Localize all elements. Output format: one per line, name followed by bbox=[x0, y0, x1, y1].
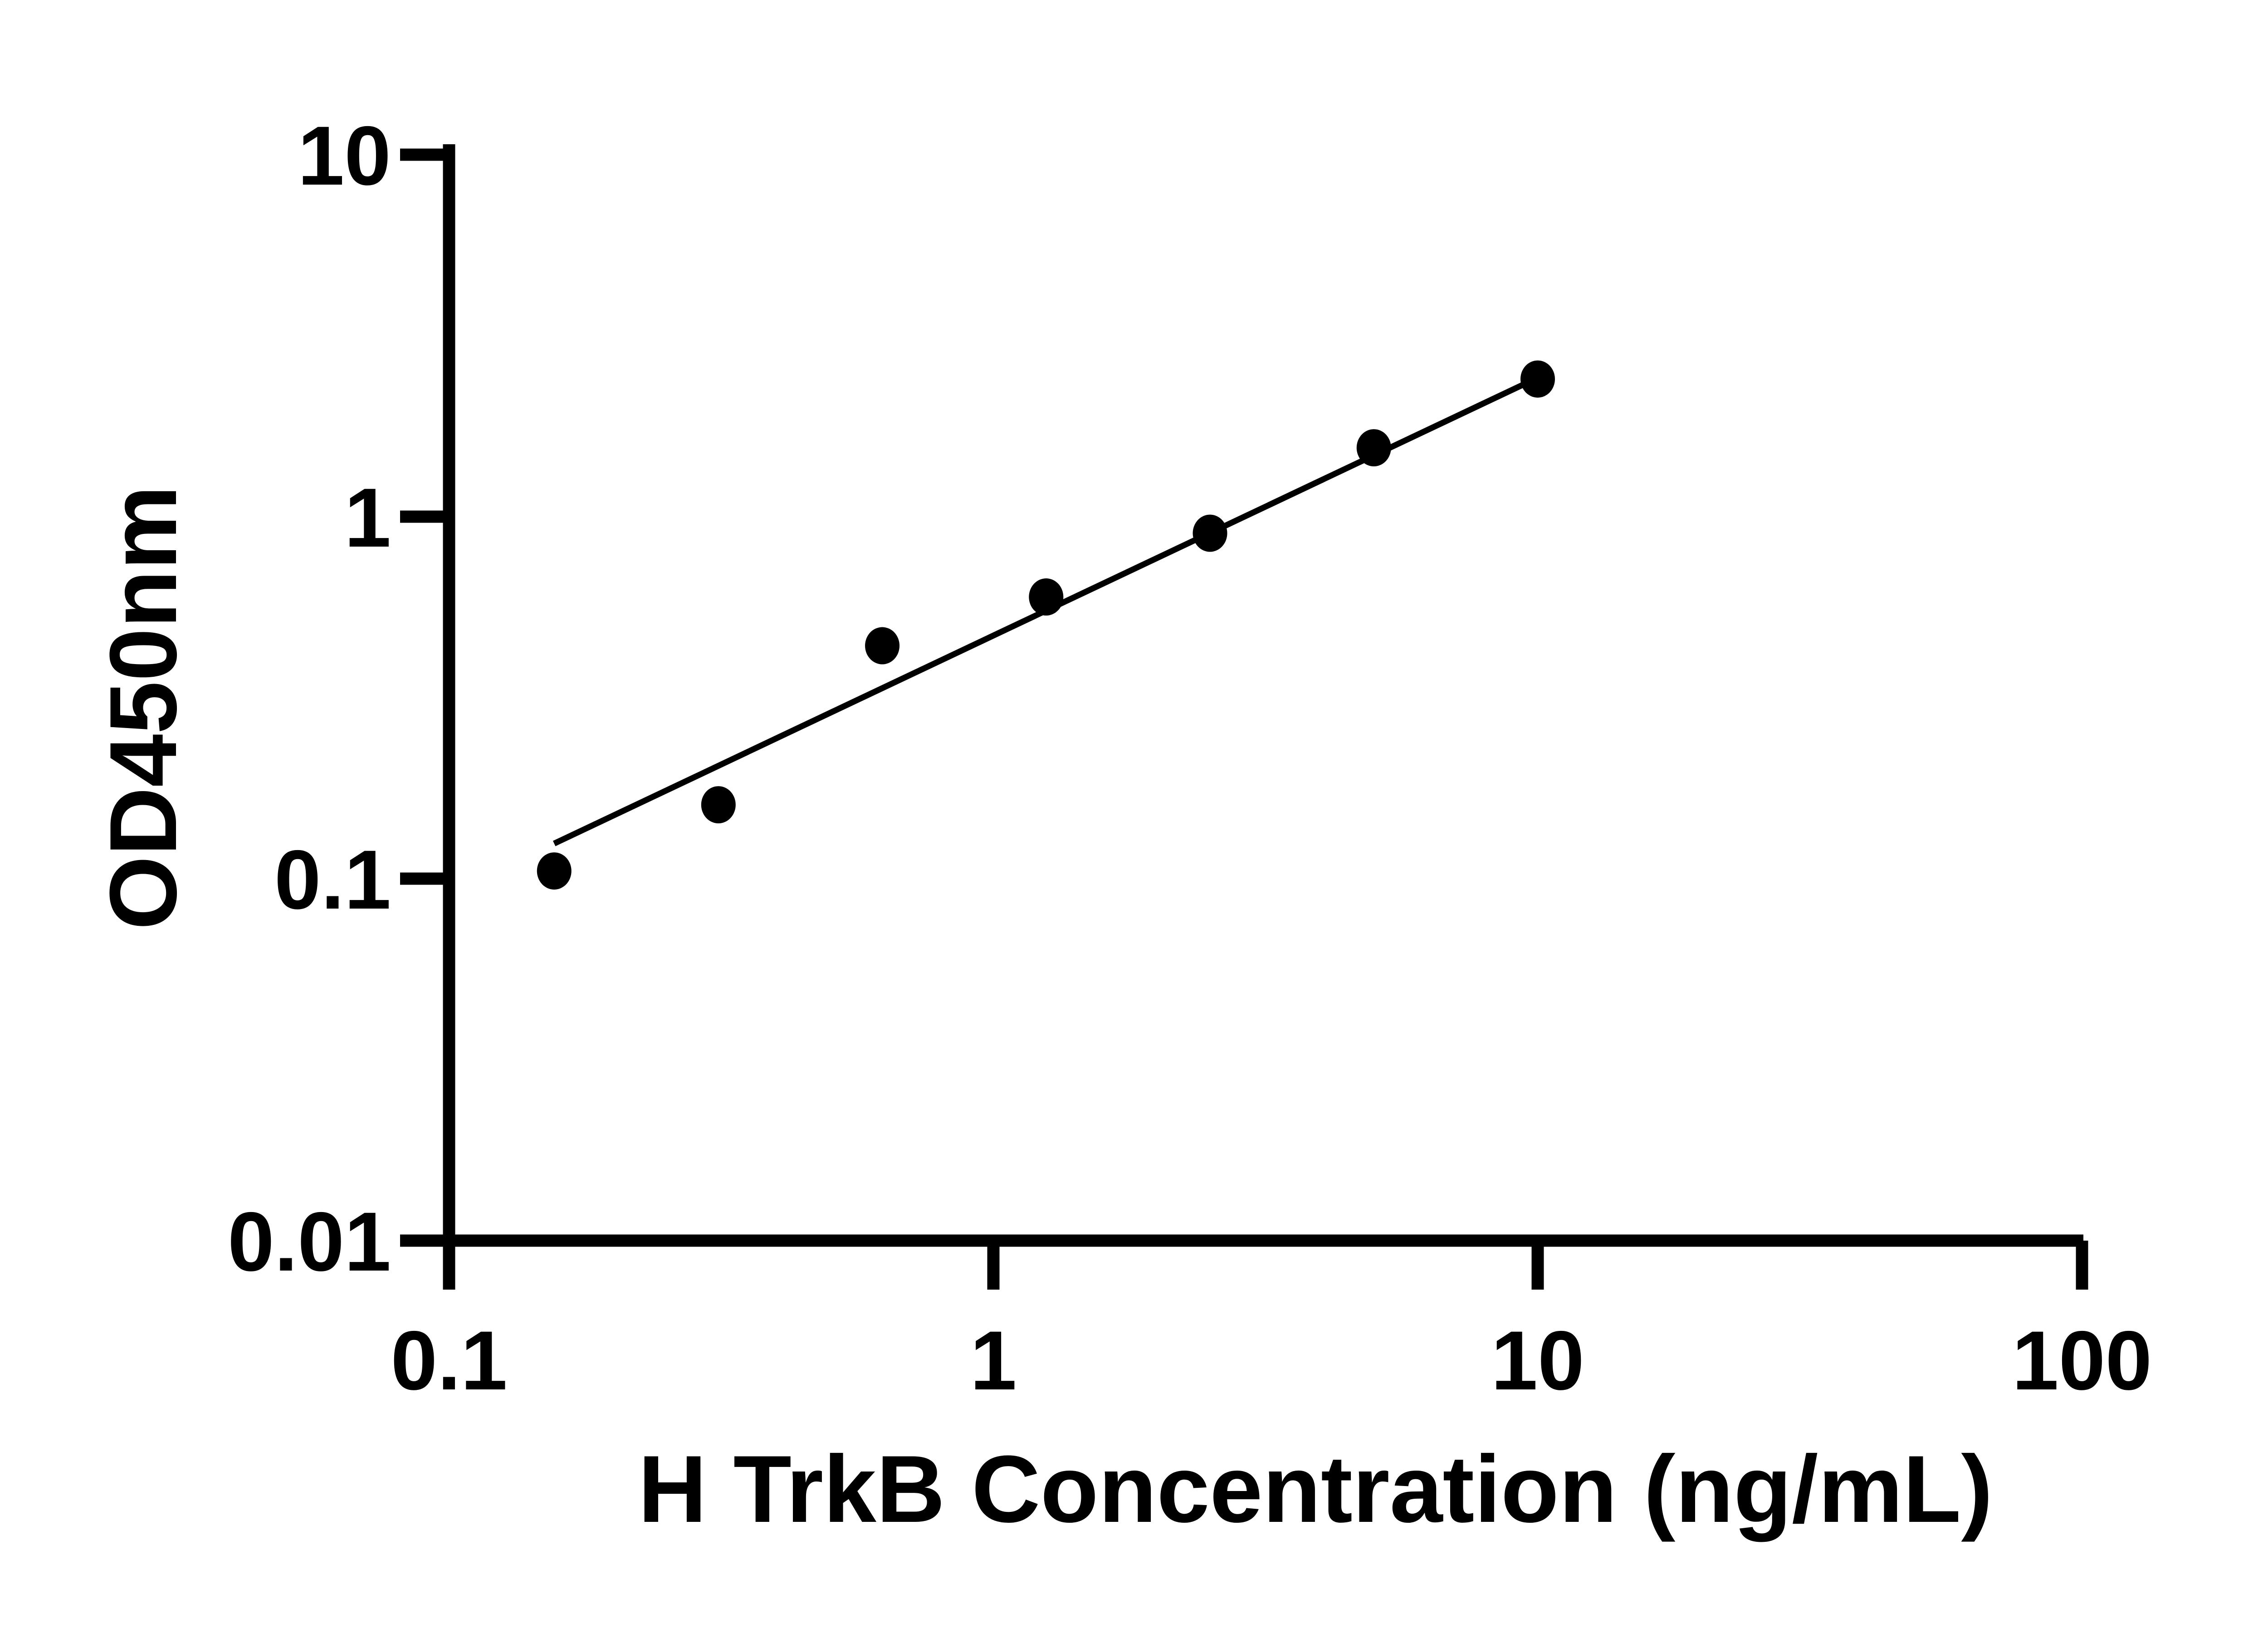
y-axis-tick-labels: 10 1 0.1 0.01 bbox=[228, 109, 391, 1289]
y-tick-label: 0.1 bbox=[274, 833, 391, 927]
data-point-marker bbox=[1193, 514, 1227, 552]
data-point-marker bbox=[1029, 578, 1064, 616]
data-point-marker bbox=[701, 786, 736, 824]
y-tick-label: 1 bbox=[344, 471, 391, 565]
data-point-marker bbox=[537, 852, 572, 890]
x-axis-tick-labels: 0.1 1 10 100 bbox=[391, 1314, 2152, 1408]
y-tick-label: 0.01 bbox=[228, 1195, 391, 1289]
data-point-marker bbox=[1356, 429, 1391, 467]
x-axis-title: H TrkB Concentration (ng/mL) bbox=[638, 1436, 1993, 1542]
x-axis-ticks bbox=[443, 1241, 2088, 1290]
x-tick-label: 1 bbox=[970, 1314, 1017, 1408]
x-tick-label: 10 bbox=[1491, 1314, 1584, 1408]
y-axis-ticks bbox=[400, 148, 449, 1247]
x-tick-label: 100 bbox=[2012, 1314, 2152, 1408]
data-point-marker bbox=[865, 627, 900, 665]
y-axis-title: OD450nm bbox=[90, 485, 196, 930]
data-point-marker bbox=[1520, 360, 1555, 398]
x-tick-label: 0.1 bbox=[391, 1314, 507, 1408]
y-tick-label: 10 bbox=[298, 109, 391, 203]
data-points-group bbox=[537, 360, 1555, 890]
